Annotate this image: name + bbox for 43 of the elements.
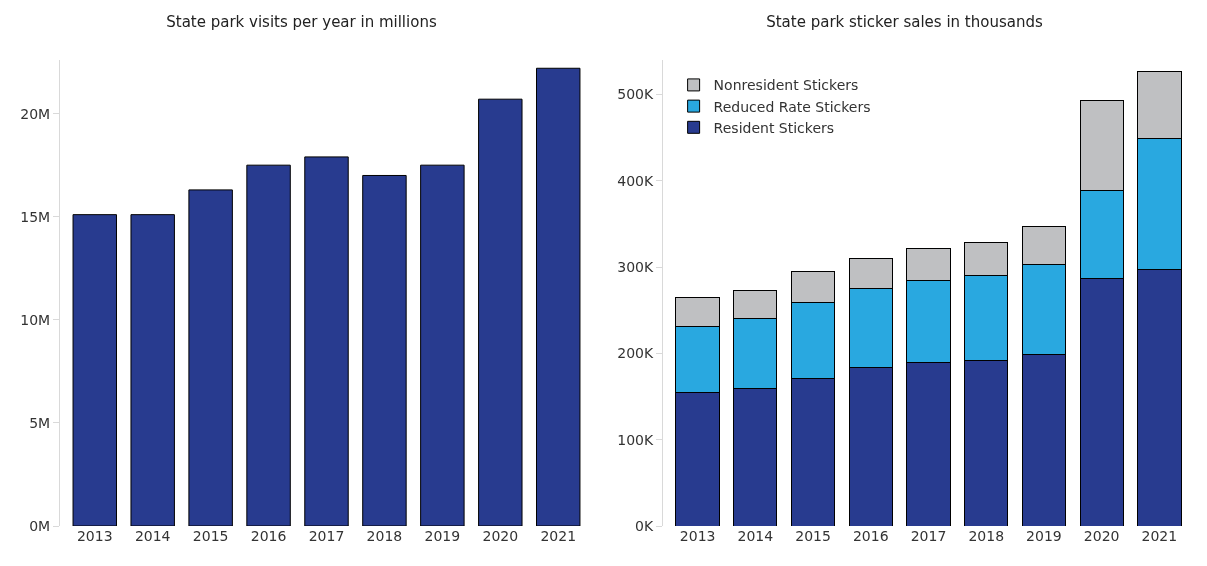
y-tick-label: 0K [635,517,655,534]
bar [478,98,523,526]
y-tick-label: 15M [20,208,51,225]
x-tick-label: 2017 [910,528,947,544]
x-tick-label: 2016 [250,528,287,544]
chart-title: State park visits per year in millions [166,13,437,32]
x-tick-label: 2014 [134,528,171,544]
y-tick-label: 100K [617,431,655,448]
y-tick-label: 400K [617,172,655,189]
x-tick-label: 2017 [308,528,345,544]
y-tick-label: 500K [617,86,655,103]
x-tick-label: 2013 [76,528,113,544]
y-tick-label: 5M [29,414,51,431]
bar [72,214,117,526]
x-tick-label: 2020 [1083,528,1120,544]
x-tick-label: 2019 [424,528,461,544]
bar [362,174,407,526]
bar [304,156,349,526]
bar [130,214,175,526]
bar [536,67,581,526]
x-tick-label: 2015 [192,528,229,544]
bar [188,189,233,526]
chart-title: State park sticker sales in thousands [766,13,1043,32]
x-tick-label: 2013 [679,528,716,544]
x-tick-label: 2019 [1026,528,1062,544]
x-tick-label: 2018 [366,528,403,544]
y-tick-label: 300K [617,259,655,276]
legend-label: Nonresident Stickers [713,77,859,94]
y-tick-label: 20M [20,105,51,122]
x-tick-label: 2020 [482,528,519,544]
x-tick-label: 2015 [795,528,831,544]
y-tick-label: 0M [29,517,51,534]
x-tick-label: 2021 [1141,528,1178,544]
bar [246,164,291,526]
x-tick-label: 2016 [852,528,889,544]
x-tick-label: 2018 [968,528,1005,544]
bar [420,164,465,526]
x-tick-label: 2014 [737,528,774,544]
legend-label: Reduced Rate Stickers [713,98,871,115]
x-tick-label: 2021 [540,528,577,544]
y-tick-label: 10M [20,311,51,328]
legend-label: Resident Stickers [713,119,835,136]
y-tick-label: 200K [617,345,655,362]
